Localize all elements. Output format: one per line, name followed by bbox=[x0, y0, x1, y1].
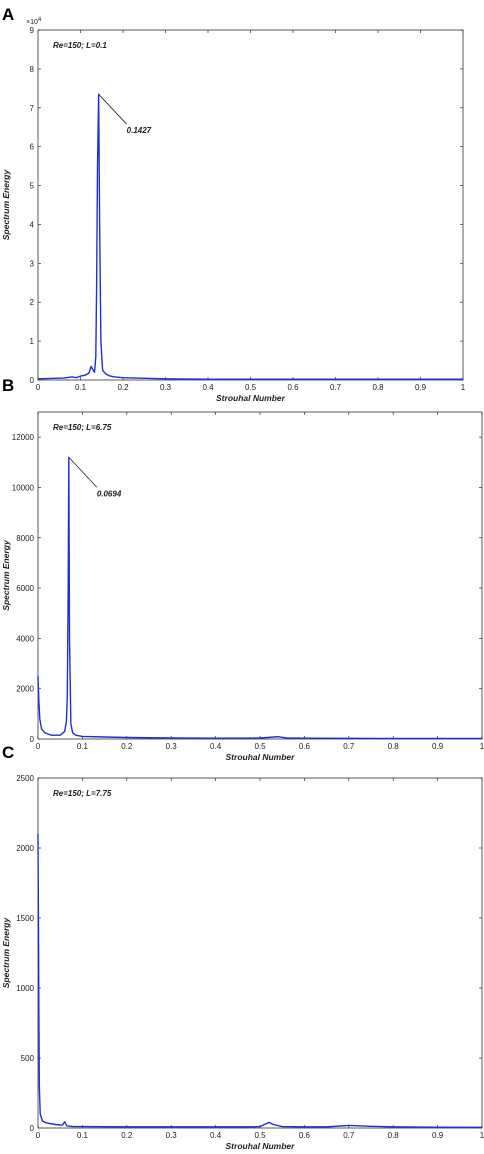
x-tick-label: 0.1 bbox=[77, 742, 89, 751]
y-tick-label: 2500 bbox=[16, 774, 34, 783]
peak-leader-line bbox=[68, 457, 98, 488]
y-axis-label: Spectrum Energy bbox=[1, 917, 11, 989]
series-line bbox=[37, 93, 463, 380]
chart-panel-b: B 0 0.1 0.2 0.3 0.4 0.5 0.6 0.7 0.8 0.9 1 0 2000 4000 6… bbox=[1, 376, 484, 762]
x-tick-label: 0.4 bbox=[202, 383, 214, 392]
x-axis-label: Strouhal Number bbox=[216, 393, 286, 403]
x-tick-label: 0.1 bbox=[77, 1131, 89, 1140]
y-tick-label: 0 bbox=[30, 735, 35, 744]
plot-area bbox=[37, 777, 483, 1129]
panel-letter: B bbox=[2, 376, 14, 395]
peak-leader-line bbox=[98, 93, 127, 125]
y-axis-label: Spectrum Energy bbox=[1, 169, 11, 241]
x-tick-label: 0.3 bbox=[166, 1131, 178, 1140]
y-tick-label: 5 bbox=[30, 182, 35, 191]
panel-letter: C bbox=[2, 743, 14, 762]
y-tick-label: 3 bbox=[30, 259, 35, 268]
x-tick-label: 1 bbox=[461, 383, 466, 392]
y-tick-label: 8 bbox=[30, 65, 35, 74]
y-tick-label: 7 bbox=[30, 104, 35, 113]
y-tick-label: 6 bbox=[30, 143, 35, 152]
x-tick-label: 0 bbox=[36, 742, 41, 751]
x-tick-label: 0.4 bbox=[210, 742, 222, 751]
y-tick-label: 1500 bbox=[16, 914, 34, 923]
y-tick-label: 2000 bbox=[16, 685, 34, 694]
x-tick-label: 0.6 bbox=[299, 742, 311, 751]
case-annotation: Re=150; L=6.75 bbox=[53, 423, 112, 432]
series-line bbox=[37, 456, 482, 740]
chart-panel-c: C 0 0.1 0.2 0.3 0.4 0.5 0.6 0.7 0.8 0.9 1 0 500 1000 15… bbox=[1, 743, 484, 1151]
x-tick-label: 0.7 bbox=[330, 383, 342, 392]
x-tick-label: 0 bbox=[36, 1131, 41, 1140]
y-tick-label: 6000 bbox=[16, 584, 34, 593]
plot-area bbox=[37, 411, 483, 740]
x-tick-label: 0.3 bbox=[166, 742, 178, 751]
x-tick-label: 0.6 bbox=[299, 1131, 311, 1140]
y-tick-label: 4000 bbox=[16, 634, 34, 643]
x-tick-label: 0.2 bbox=[117, 383, 129, 392]
x-tick-label: 0.6 bbox=[287, 383, 299, 392]
x-tick-label: 0.4 bbox=[210, 1131, 222, 1140]
x-tick-label: 0.8 bbox=[372, 383, 384, 392]
x-axis-label: Strouhal Number bbox=[226, 752, 296, 762]
y-tick-label: 2 bbox=[30, 298, 35, 307]
x-tick-label: 0.5 bbox=[245, 383, 257, 392]
panel-letter: A bbox=[2, 5, 14, 24]
y-axis-label: Spectrum Energy bbox=[1, 539, 11, 611]
x-tick-label: 0.7 bbox=[343, 1131, 355, 1140]
x-tick-label: 0.1 bbox=[75, 383, 87, 392]
series-line bbox=[37, 833, 483, 1128]
y-tick-label: 500 bbox=[21, 1054, 35, 1063]
y-tick-label: 10000 bbox=[12, 483, 35, 492]
x-tick-label: 0.3 bbox=[160, 383, 172, 392]
x-tick-label: 0.8 bbox=[388, 1131, 400, 1140]
y-tick-label: 1 bbox=[30, 337, 35, 346]
x-tick-label: 0.5 bbox=[254, 1131, 266, 1140]
x-tick-label: 0.2 bbox=[121, 1131, 133, 1140]
y-tick-label: 8000 bbox=[16, 534, 34, 543]
y-tick-label: 12000 bbox=[12, 433, 35, 442]
x-tick-label: 0.5 bbox=[254, 742, 266, 751]
chart-panel-a: A 0 0.1 0.2 0.3 0.4 0.5 0.6 0.7 0.8 0.9 1 0 1 2 3 4 5 6 7 8 9… bbox=[1, 5, 466, 403]
y-tick-label: 0 bbox=[30, 1124, 35, 1133]
case-annotation: Re=150; L=0.1 bbox=[53, 41, 107, 50]
x-tick-label: 1 bbox=[480, 742, 484, 751]
plot-area bbox=[37, 29, 464, 381]
x-tick-label: 0 bbox=[36, 383, 41, 392]
x-axis-label: Strouhal Number bbox=[226, 1141, 296, 1151]
x-tick-label: 1 bbox=[480, 1131, 484, 1140]
x-tick-label: 0.9 bbox=[415, 383, 427, 392]
case-annotation: Re=150; L=7.75 bbox=[53, 789, 112, 798]
x-tick-label: 0.9 bbox=[432, 1131, 444, 1140]
y-tick-label: 0 bbox=[30, 376, 35, 385]
y-tick-label: 9 bbox=[30, 26, 35, 35]
peak-label: 0.1427 bbox=[127, 126, 152, 135]
x-tick-label: 0.2 bbox=[121, 742, 133, 751]
y-tick-label: 4 bbox=[30, 220, 35, 229]
x-tick-label: 0.9 bbox=[432, 742, 444, 751]
y-multiplier: ×104 bbox=[26, 17, 42, 26]
peak-label: 0.0694 bbox=[97, 489, 122, 498]
y-tick-label: 2000 bbox=[16, 844, 34, 853]
x-tick-label: 0.8 bbox=[388, 742, 400, 751]
y-tick-label: 1000 bbox=[16, 984, 34, 993]
x-tick-label: 0.7 bbox=[343, 742, 355, 751]
